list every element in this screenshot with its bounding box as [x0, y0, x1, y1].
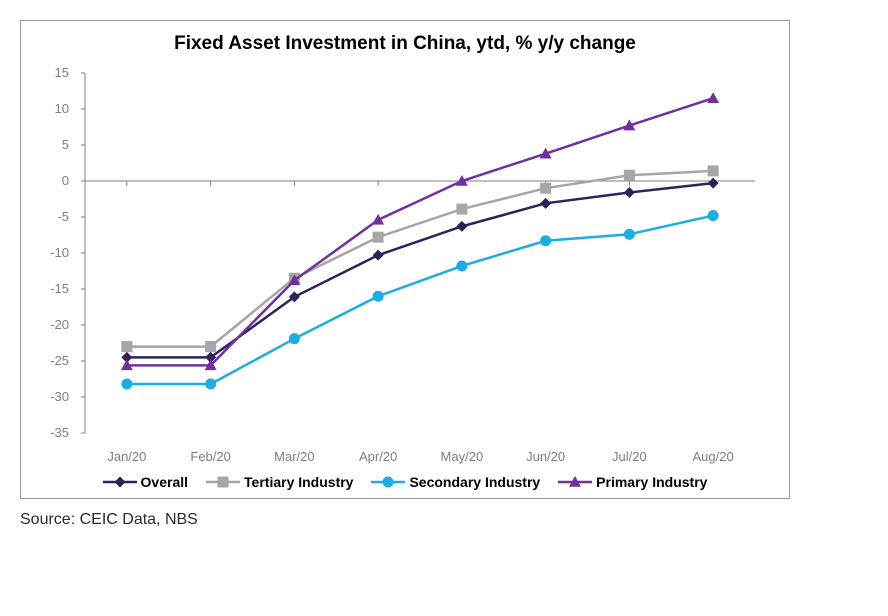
legend: Overall Tertiary Industry Secondary Indust…	[33, 474, 777, 490]
legend-label: Secondary Industry	[409, 474, 540, 490]
x-tick-label: Jul/20	[588, 449, 672, 464]
x-tick-label: Jan/20	[85, 449, 169, 464]
legend-swatch	[371, 475, 405, 489]
legend-label: Overall	[141, 474, 188, 490]
legend-item: Primary Industry	[558, 474, 707, 490]
legend-label: Primary Industry	[596, 474, 707, 490]
plot-area: 151050-5-10-15-20-25-30-35	[33, 63, 777, 443]
x-tick-label: May/20	[420, 449, 504, 464]
x-tick-label: Jun/20	[504, 449, 588, 464]
chart-svg	[75, 63, 775, 443]
legend-swatch	[103, 475, 137, 489]
legend-item: Tertiary Industry	[206, 474, 353, 490]
x-tick-label: Mar/20	[253, 449, 337, 464]
source-text: Source: CEIC Data, NBS	[20, 511, 868, 529]
legend-label: Tertiary Industry	[244, 474, 353, 490]
legend-swatch	[206, 475, 240, 489]
legend-item: Secondary Industry	[371, 474, 540, 490]
chart-container: Fixed Asset Investment in China, ytd, % …	[20, 20, 790, 499]
y-axis: 151050-5-10-15-20-25-30-35	[33, 63, 75, 443]
legend-item: Overall	[103, 474, 188, 490]
x-axis: Jan/20Feb/20Mar/20Apr/20May/20Jun/20Jul/…	[75, 449, 775, 464]
svg-container	[75, 63, 777, 443]
x-tick-label: Apr/20	[336, 449, 420, 464]
x-tick-label: Aug/20	[671, 449, 755, 464]
chart-title: Fixed Asset Investment in China, ytd, % …	[33, 33, 777, 55]
x-tick-label: Feb/20	[169, 449, 253, 464]
legend-swatch	[558, 475, 592, 489]
